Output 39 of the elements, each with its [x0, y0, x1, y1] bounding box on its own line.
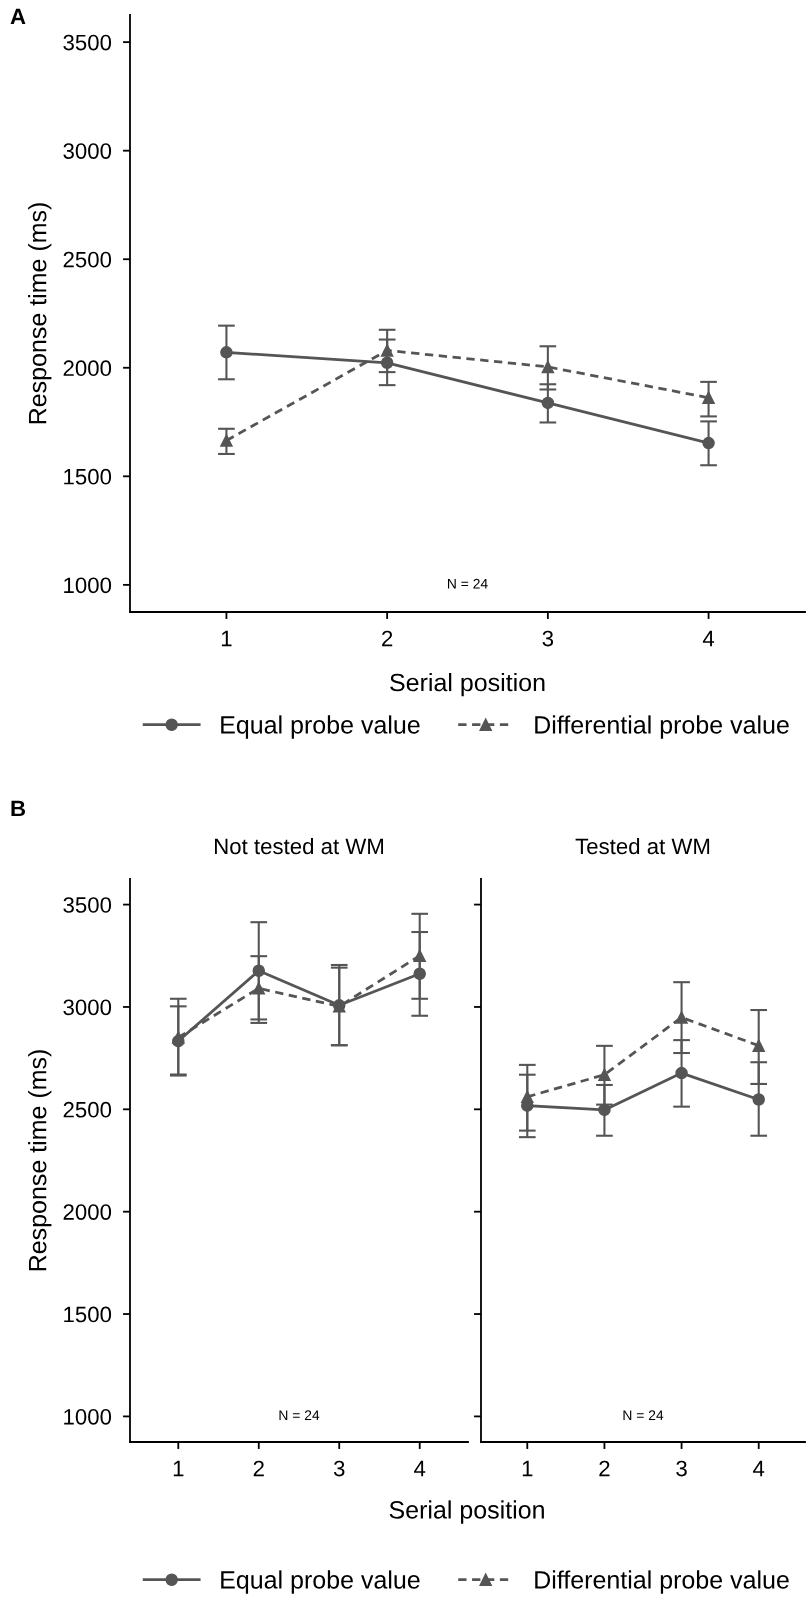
chart-title: Not tested at WM [215, 837, 384, 855]
y-tick-label: 1000 [64, 577, 112, 594]
x-tick-label: 3 [676, 1460, 687, 1477]
annotation: N = 24 [279, 1410, 320, 1420]
x-tick-label: 2 [382, 630, 393, 647]
legend-label: Differential probe value [535, 715, 789, 739]
legend-label: Differential probe value [535, 1570, 789, 1594]
y-tick-label: 2500 [63, 1101, 112, 1118]
legend-label: Equal probe value [221, 1570, 420, 1594]
y-axis-title: Response time (ms) [28, 1050, 52, 1271]
y-tick-label: 3500 [63, 897, 112, 913]
y-tick-label: 1000 [64, 1408, 112, 1425]
x-tick-label: 1 [522, 1460, 533, 1477]
x-tick-label: 1 [173, 1460, 184, 1477]
y-tick-label: 3500 [63, 34, 112, 51]
annotation: N = 24 [447, 578, 488, 589]
y-tick-label: 1500 [64, 1306, 112, 1323]
x-axis-title: Serial position [389, 1500, 544, 1524]
x-tick-label: 2 [253, 1460, 264, 1477]
y-axis-title: Response time (ms) [28, 203, 52, 424]
y-tick-label: 1500 [64, 468, 112, 485]
legend-label: Equal probe value [221, 715, 420, 739]
text: B [11, 800, 26, 817]
x-tick-label: 1 [221, 630, 232, 647]
x-tick-label: 3 [542, 630, 554, 647]
y-tick-label: 3000 [63, 999, 112, 1016]
text: A [10, 8, 26, 25]
x-tick-label: 4 [753, 1460, 765, 1477]
x-tick-label: 4 [414, 1460, 426, 1477]
x-tick-label: 3 [333, 1460, 345, 1477]
y-tick-label: 2500 [63, 251, 112, 268]
y-tick-label: 3000 [63, 143, 112, 159]
y-tick-label: 2000 [63, 360, 112, 377]
x-tick-label: 4 [702, 630, 715, 647]
x-axis-title: Serial position [390, 672, 545, 697]
chart-title: Tested at WM [575, 837, 710, 855]
x-tick-label: 2 [599, 1460, 610, 1477]
y-tick-label: 2000 [63, 1204, 112, 1220]
annotation: N = 24 [623, 1410, 664, 1420]
